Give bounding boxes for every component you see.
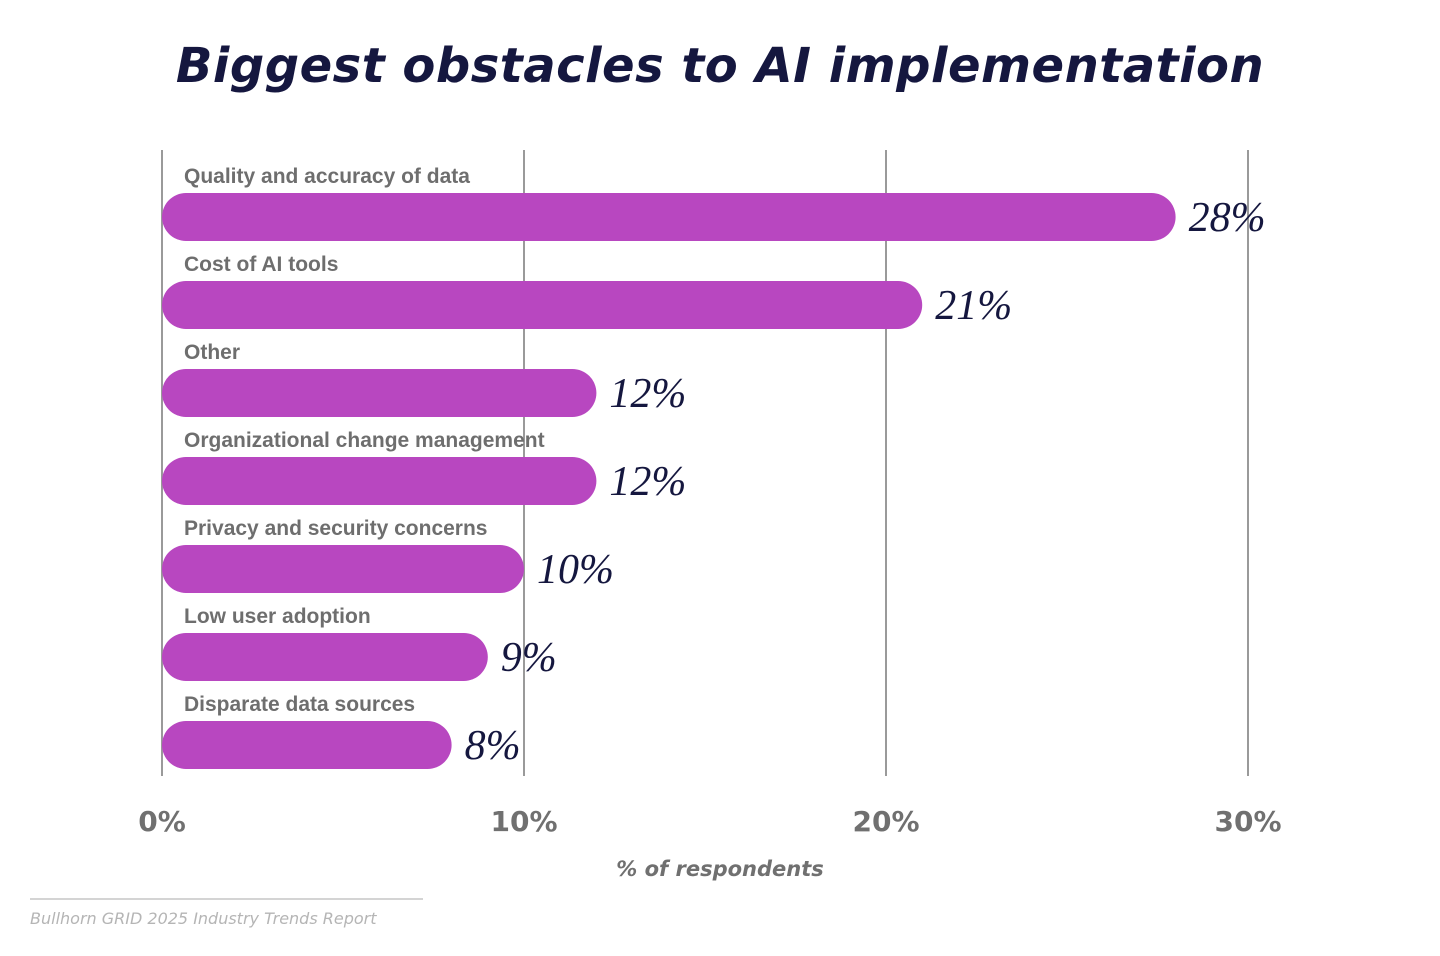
bar bbox=[162, 281, 923, 329]
source-note: Bullhorn GRID 2025 Industry Trends Repor… bbox=[30, 909, 377, 928]
x-tick-label: 0% bbox=[138, 805, 186, 838]
bar bbox=[162, 633, 488, 681]
category-label: Other bbox=[184, 341, 240, 364]
bar bbox=[162, 457, 597, 505]
value-label: 9% bbox=[501, 635, 557, 681]
category-label: Privacy and security concerns bbox=[184, 517, 488, 540]
value-label: 21% bbox=[935, 283, 1012, 329]
bar bbox=[162, 193, 1176, 241]
source-divider bbox=[30, 898, 423, 900]
value-label: 10% bbox=[537, 547, 614, 593]
bar bbox=[162, 721, 452, 769]
x-tick-label: 30% bbox=[1214, 805, 1281, 838]
x-axis-ticks: 0% 10% 20% 30% bbox=[138, 805, 1281, 838]
value-label: 12% bbox=[609, 459, 686, 505]
category-label: Low user adoption bbox=[184, 605, 371, 628]
x-tick-label: 10% bbox=[490, 805, 557, 838]
x-axis-label: % of respondents bbox=[616, 857, 824, 881]
labels: Quality and accuracy of data 28% Cost of A… bbox=[184, 165, 1266, 769]
category-label: Quality and accuracy of data bbox=[184, 165, 470, 188]
value-label: 8% bbox=[465, 723, 521, 769]
value-label: 28% bbox=[1189, 195, 1266, 241]
value-label: 12% bbox=[609, 371, 686, 417]
bars bbox=[162, 193, 1176, 769]
category-label: Disparate data sources bbox=[184, 693, 415, 716]
bar bbox=[162, 369, 597, 417]
chart-title: Biggest obstacles to AI implementation bbox=[175, 38, 1265, 94]
x-tick-label: 20% bbox=[852, 805, 919, 838]
bar bbox=[162, 545, 524, 593]
category-label: Organizational change management bbox=[184, 429, 545, 452]
category-label: Cost of AI tools bbox=[184, 253, 338, 276]
